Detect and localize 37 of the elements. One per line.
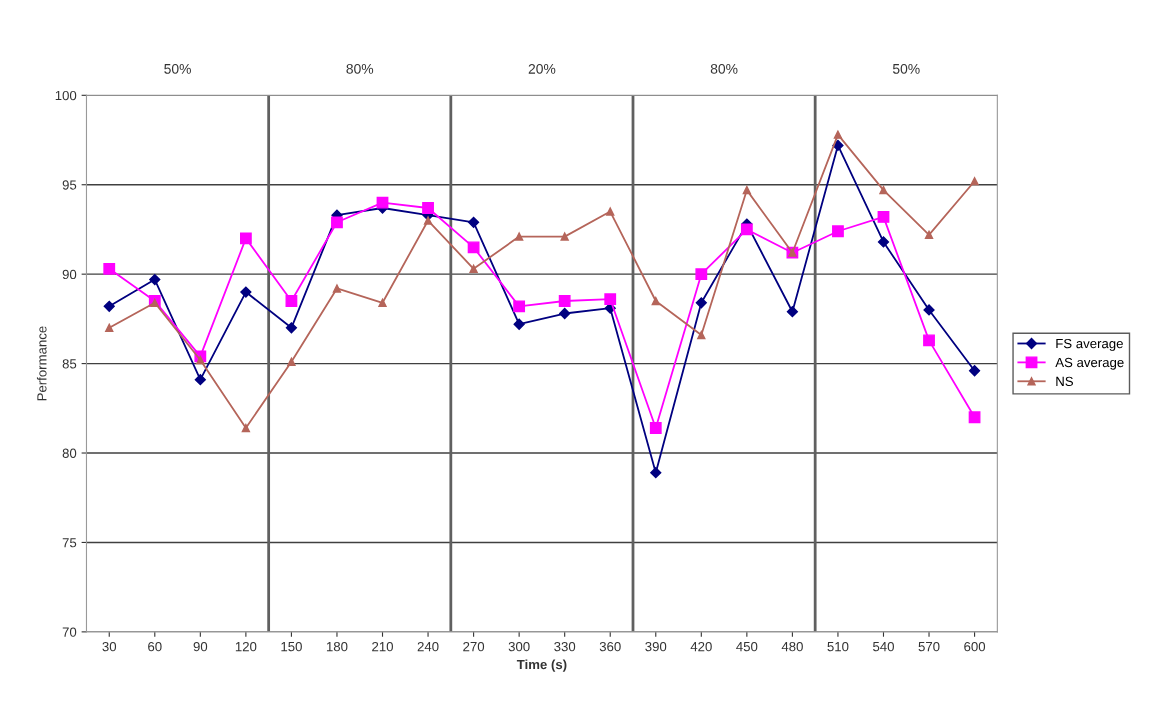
y-tick-label: 75 bbox=[62, 538, 77, 548]
x-tick-label: 60 bbox=[148, 641, 162, 652]
x-tick-label: 90 bbox=[193, 641, 208, 652]
legend-label: FS average bbox=[1056, 338, 1123, 351]
x-tick-label: 30 bbox=[102, 641, 117, 652]
y-tick-label: 80 bbox=[62, 448, 77, 458]
legend-label: AS average bbox=[1055, 357, 1124, 370]
x-tick-label: 450 bbox=[736, 641, 758, 652]
x-tick-label: 480 bbox=[781, 641, 803, 652]
x-tick-label: 240 bbox=[417, 641, 439, 652]
x-tick-label: 390 bbox=[645, 641, 667, 652]
x-tick-label: 570 bbox=[918, 641, 940, 652]
x-tick-label: 540 bbox=[873, 641, 894, 652]
x-tick-label: 600 bbox=[964, 641, 986, 652]
x-tick-label: 300 bbox=[508, 641, 530, 652]
y-axis-title: Performance bbox=[36, 326, 47, 401]
y-tick-label: 95 bbox=[62, 180, 77, 190]
x-tick-label: 120 bbox=[235, 641, 257, 652]
y-tick-label: 100 bbox=[55, 90, 77, 101]
x-tick-label: 510 bbox=[827, 641, 849, 652]
x-tick-label: 330 bbox=[554, 641, 576, 652]
x-tick-label: 180 bbox=[326, 641, 348, 652]
text: 50% bbox=[164, 63, 191, 74]
y-tick-label: 85 bbox=[62, 359, 77, 369]
text: 20% bbox=[528, 63, 556, 74]
y-tick-label: 90 bbox=[62, 269, 77, 280]
x-tick-label: 360 bbox=[599, 641, 621, 652]
x-tick-label: 270 bbox=[463, 641, 485, 652]
text: 80% bbox=[710, 63, 738, 74]
x-tick-label: 210 bbox=[372, 641, 393, 652]
x-tick-label: 150 bbox=[281, 641, 302, 652]
text: 80% bbox=[346, 63, 374, 74]
text: 50% bbox=[892, 63, 920, 74]
y-tick-label: 70 bbox=[62, 627, 77, 637]
x-tick-label: 420 bbox=[690, 641, 712, 652]
x-axis-title: Time (s) bbox=[516, 659, 567, 672]
legend-label: NS bbox=[1056, 376, 1073, 387]
